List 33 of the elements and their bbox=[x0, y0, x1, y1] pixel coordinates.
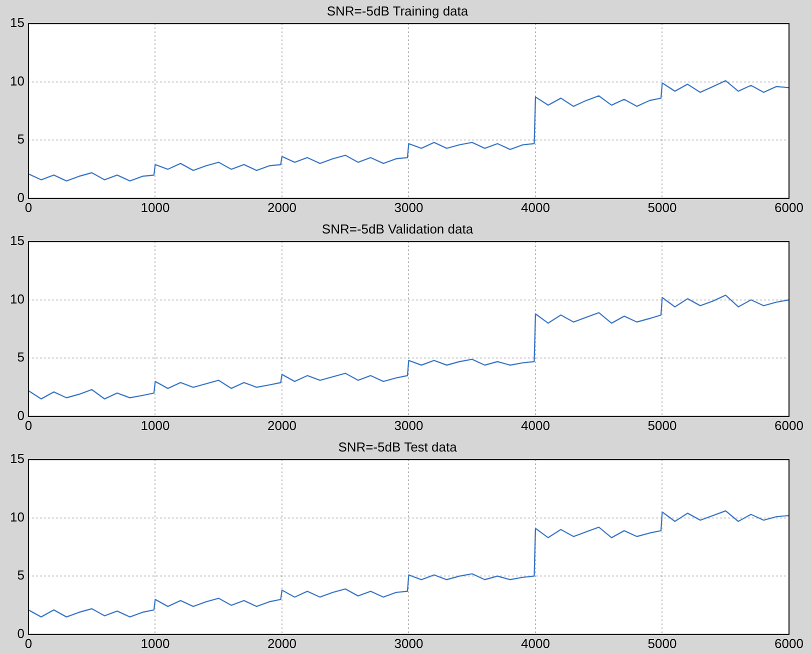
x-tick-label: 1000 bbox=[140, 200, 170, 215]
y-tick-label: 5 bbox=[17, 132, 24, 147]
x-tick-label: 2000 bbox=[268, 418, 296, 433]
x-tick-label: 5000 bbox=[648, 418, 677, 433]
x-tick-label: 4000 bbox=[521, 418, 550, 433]
y-tick-label: 0 bbox=[17, 626, 24, 641]
x-tick-label: 6000 bbox=[774, 636, 804, 651]
x-tick-label: 5000 bbox=[648, 200, 677, 215]
chart-title: SNR=-5dB Training data bbox=[326, 3, 469, 18]
x-tick-label: 3000 bbox=[394, 418, 424, 433]
chart-title: SNR=-5dB Test data bbox=[338, 439, 458, 454]
x-tick-label: 6000 bbox=[774, 418, 804, 433]
y-tick-label: 5 bbox=[17, 350, 24, 365]
chart-title: SNR=-5dB Validation data bbox=[322, 221, 474, 236]
x-tick-label: 1000 bbox=[140, 636, 170, 651]
x-tick-label: 4000 bbox=[521, 636, 550, 651]
x-tick-label: 3000 bbox=[394, 200, 424, 215]
y-tick-label: 10 bbox=[10, 73, 24, 88]
x-tick-label: 2000 bbox=[268, 636, 296, 651]
x-tick-label: 6000 bbox=[774, 200, 804, 215]
y-tick-label: 15 bbox=[10, 233, 24, 248]
y-tick-label: 15 bbox=[10, 15, 24, 30]
y-tick-label: 10 bbox=[10, 291, 24, 306]
y-tick-label: 10 bbox=[10, 509, 24, 524]
x-tick-label: 5000 bbox=[648, 636, 677, 651]
x-tick-label: 1000 bbox=[140, 418, 170, 433]
x-tick-label: 4000 bbox=[521, 200, 550, 215]
x-tick-label: 2000 bbox=[268, 200, 296, 215]
y-tick-label: 0 bbox=[17, 190, 24, 205]
y-tick-label: 15 bbox=[10, 451, 24, 466]
y-tick-label: 0 bbox=[17, 408, 24, 423]
x-tick-label: 3000 bbox=[394, 636, 424, 651]
y-tick-label: 5 bbox=[17, 568, 24, 583]
